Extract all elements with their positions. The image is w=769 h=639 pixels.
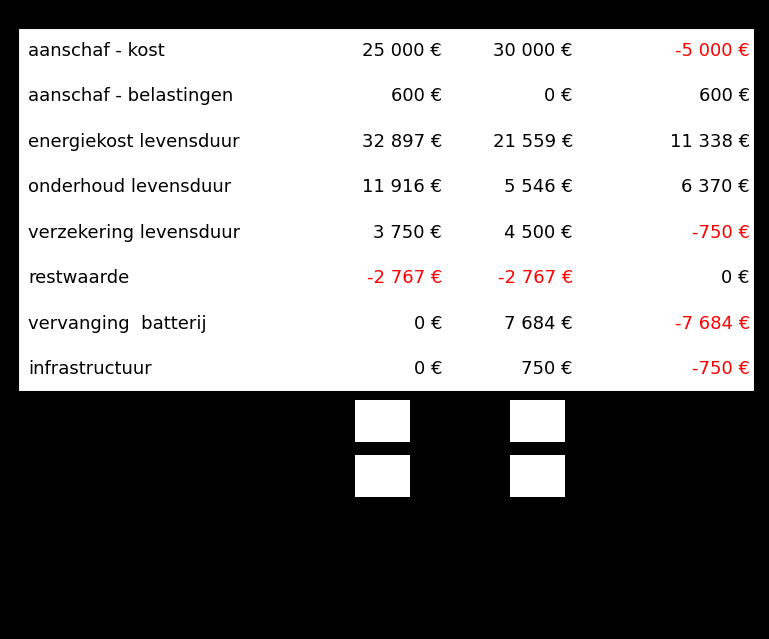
Text: 6 370 €: 6 370 €: [681, 178, 750, 196]
Text: 0 €: 0 €: [721, 269, 750, 288]
Text: 750 €: 750 €: [521, 360, 573, 378]
Text: 5 546 €: 5 546 €: [504, 178, 573, 196]
FancyBboxPatch shape: [18, 28, 755, 392]
Text: -5 000 €: -5 000 €: [675, 42, 750, 60]
Text: 11 916 €: 11 916 €: [362, 178, 442, 196]
Text: -2 767 €: -2 767 €: [367, 269, 442, 288]
Text: energiekost levensduur: energiekost levensduur: [28, 133, 240, 151]
Text: onderhoud levensduur: onderhoud levensduur: [28, 178, 231, 196]
Text: aanschaf - kost: aanschaf - kost: [28, 42, 165, 60]
Text: 25 000 €: 25 000 €: [362, 42, 442, 60]
Text: aanschaf - belastingen: aanschaf - belastingen: [28, 88, 233, 105]
Text: 0 €: 0 €: [414, 360, 442, 378]
Text: vervanging  batterij: vervanging batterij: [28, 315, 207, 333]
Text: 4 500 €: 4 500 €: [504, 224, 573, 242]
Text: 32 897 €: 32 897 €: [361, 133, 442, 151]
Text: 21 559 €: 21 559 €: [492, 133, 573, 151]
Text: 11 338 €: 11 338 €: [670, 133, 750, 151]
Text: -750 €: -750 €: [692, 360, 750, 378]
Text: 30 000 €: 30 000 €: [494, 42, 573, 60]
Text: verzekering levensduur: verzekering levensduur: [28, 224, 240, 242]
Text: 7 684 €: 7 684 €: [504, 315, 573, 333]
Text: infrastructuur: infrastructuur: [28, 360, 151, 378]
Text: 0 €: 0 €: [544, 88, 573, 105]
Text: -2 767 €: -2 767 €: [498, 269, 573, 288]
FancyBboxPatch shape: [355, 400, 410, 442]
Text: restwaarde: restwaarde: [28, 269, 129, 288]
Text: 600 €: 600 €: [391, 88, 442, 105]
Text: 600 €: 600 €: [699, 88, 750, 105]
Text: -7 684 €: -7 684 €: [674, 315, 750, 333]
FancyBboxPatch shape: [510, 455, 565, 497]
FancyBboxPatch shape: [355, 455, 410, 497]
Text: 3 750 €: 3 750 €: [374, 224, 442, 242]
Text: -750 €: -750 €: [692, 224, 750, 242]
FancyBboxPatch shape: [510, 400, 565, 442]
Text: 0 €: 0 €: [414, 315, 442, 333]
